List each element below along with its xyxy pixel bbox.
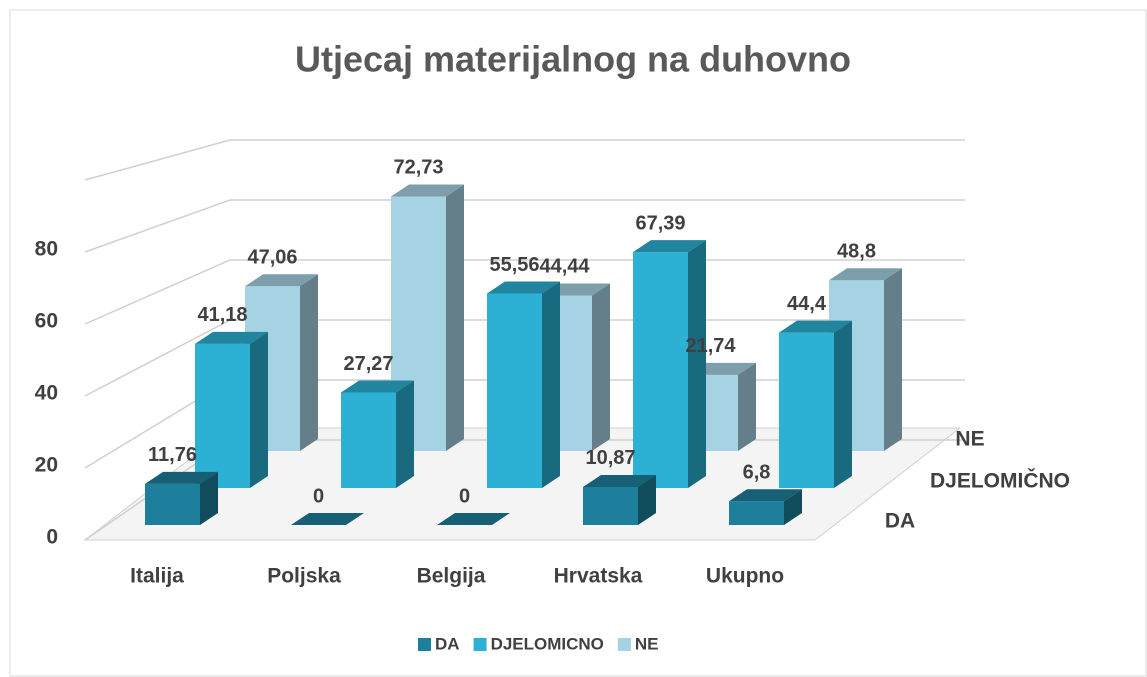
bar-face	[145, 471, 218, 484]
bar-face	[195, 331, 268, 344]
bar	[779, 320, 852, 488]
legend-label: DA	[435, 634, 460, 653]
bar-face	[200, 471, 218, 525]
x-tick-label: Ukupno	[706, 565, 784, 588]
value-label: 21,74	[685, 335, 736, 357]
value-label: 27,27	[343, 353, 393, 375]
bar	[145, 471, 218, 525]
bar-face	[437, 513, 510, 525]
bar-face	[300, 274, 318, 451]
value-label: 41,18	[197, 304, 247, 326]
bar-face	[633, 252, 688, 488]
chart-title: Utjecaj materijalnog na duhovno	[295, 39, 851, 80]
bar-face	[784, 489, 802, 525]
depth-label: DA	[885, 510, 915, 533]
bar	[633, 240, 706, 488]
bar-face	[884, 268, 902, 451]
bar-face	[834, 320, 852, 488]
bar-face	[446, 184, 464, 451]
bar-face	[779, 332, 834, 488]
legend-swatch	[617, 638, 631, 651]
bar	[729, 489, 802, 525]
bar-face	[245, 274, 318, 287]
bar-face	[738, 362, 756, 451]
y-tick-label: 80	[35, 238, 58, 261]
depth-label: DJELOMIČNO	[930, 469, 1070, 493]
x-tick-label: Italija	[130, 565, 184, 588]
bar-face	[592, 283, 610, 451]
bar	[437, 513, 510, 525]
grid-line	[84, 259, 965, 325]
y-tick-label: 20	[35, 454, 58, 477]
value-label: 55,56	[489, 254, 539, 276]
bar-face	[583, 486, 638, 525]
value-label: 48,8	[837, 240, 876, 262]
legend-label: DJELOMICNO	[491, 634, 604, 653]
bar	[583, 474, 656, 525]
value-label: 72,73	[393, 157, 443, 179]
x-tick-label: Belgija	[417, 565, 486, 588]
y-tick-label: 40	[35, 382, 58, 405]
y-tick-label: 0	[46, 526, 58, 549]
legend-swatch	[418, 638, 431, 651]
bar	[291, 513, 364, 525]
bar-face	[829, 268, 902, 281]
bar-face	[487, 281, 560, 294]
bar-face	[729, 501, 784, 525]
y-tick-label: 60	[35, 310, 58, 333]
legend-swatch	[473, 638, 487, 651]
value-label: 67,39	[635, 212, 685, 234]
bar	[341, 380, 414, 488]
grid-line	[84, 319, 965, 397]
bar	[487, 281, 560, 488]
bar-face	[291, 513, 364, 525]
value-label: 44,4	[787, 293, 827, 315]
bar-face	[688, 240, 706, 488]
bar-face	[341, 392, 396, 488]
bar-face	[487, 293, 542, 488]
bar-face	[195, 343, 250, 488]
value-label: 47,06	[247, 247, 297, 269]
grid-line	[84, 139, 965, 181]
value-label: 44,44	[539, 256, 590, 278]
bar-face	[396, 380, 414, 488]
bar-face	[542, 281, 560, 488]
value-label: 6,8	[743, 461, 771, 483]
bar-face	[729, 489, 802, 502]
bar-face	[633, 240, 706, 253]
value-label: 0	[313, 485, 324, 507]
bar-face	[391, 184, 464, 197]
bar-face	[779, 320, 852, 333]
bar	[195, 331, 268, 488]
depth-label: NE	[955, 428, 984, 451]
value-label: 0	[459, 485, 470, 507]
bar-face	[341, 380, 414, 393]
grid-line	[84, 199, 965, 253]
x-tick-label: Hrvatska	[554, 565, 643, 588]
legend-label: NE	[635, 634, 659, 653]
bar-face	[250, 331, 268, 488]
value-label: 11,76	[148, 444, 197, 466]
bar-face	[638, 474, 656, 525]
bar-face	[145, 483, 200, 525]
bar-face	[583, 474, 656, 487]
value-label: 10,87	[585, 447, 635, 469]
x-tick-label: Poljska	[267, 565, 341, 588]
